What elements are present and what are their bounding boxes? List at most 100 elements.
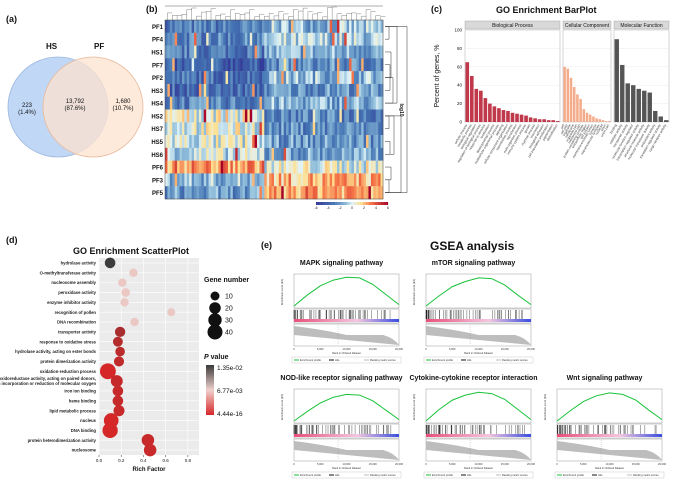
- gsea-plot: Enrichment score (ES)0 5,000 10,000 15,000 2…: [280, 273, 404, 364]
- heatmap-cell: [269, 45, 272, 59]
- heatmap-cell: [334, 186, 338, 200]
- heatmap-cell: [312, 83, 316, 97]
- heatmap-legend-swatch: [365, 202, 367, 205]
- heatmap-cell: [196, 71, 200, 85]
- heatmap-legend-swatch: [329, 202, 331, 205]
- heatmap-legend-swatch: [324, 202, 326, 205]
- heatmap-cell: [211, 32, 214, 46]
- heatmap-cell: [174, 45, 178, 59]
- heatmap-cell: [227, 20, 231, 33]
- heatmap-cell: [177, 83, 180, 97]
- heatmap-cell: [327, 20, 331, 33]
- heatmap-cell: [286, 96, 289, 110]
- heatmap-cell: [341, 135, 345, 149]
- heatmap-cell: [232, 83, 236, 97]
- heatmap-cell: [276, 20, 280, 33]
- heatmap-cell: [269, 160, 272, 174]
- heatmap-cell: [259, 45, 263, 59]
- heatmap-cell: [259, 32, 263, 46]
- heatmap-legend-swatch: [360, 202, 362, 205]
- heatmap-cell: [310, 58, 314, 72]
- heatmap-cell: [322, 122, 326, 136]
- heatmap-cell: [310, 20, 314, 33]
- heatmap-cell: [356, 45, 360, 59]
- heatmap-cell: [213, 147, 217, 161]
- heatmap-cell: [327, 109, 331, 123]
- heatmap-cell: [247, 32, 251, 46]
- heatmap-legend-swatch: [330, 202, 332, 205]
- heatmap-legend-swatch: [376, 202, 378, 205]
- color-legend-bar: [206, 365, 214, 415]
- scatter-term-label: with incorporation or reduction of molec…: [0, 381, 96, 386]
- heatmap-cell: [380, 147, 384, 161]
- heatmap-cell: [249, 45, 253, 59]
- heatmap-cell: [227, 186, 231, 200]
- heatmap-cell: [220, 96, 224, 110]
- heatmap-cell: [172, 147, 175, 161]
- heatmap-cell: [276, 83, 280, 97]
- heatmap-cell: [271, 147, 275, 161]
- heatmap-legend-swatch: [380, 202, 383, 205]
- heatmap-cell: [240, 71, 243, 85]
- heatmap-cell: [198, 20, 202, 33]
- heatmap-cell: [368, 20, 372, 33]
- heatmap-legend-swatch: [342, 202, 344, 205]
- heatmap-cell: [351, 160, 355, 174]
- heatmap-cell: [293, 147, 297, 161]
- heatmap-cell: [286, 122, 289, 136]
- heatmap-cell: [353, 122, 357, 136]
- gsea-xtick: 0: [293, 347, 295, 351]
- heatmap-cell: [254, 135, 258, 149]
- heatmap-cell: [283, 71, 287, 85]
- heatmap-legend-swatch: [366, 202, 368, 205]
- heatmap-cell: [215, 186, 219, 200]
- heatmap-cell: [237, 71, 241, 85]
- heatmap-cell: [361, 71, 364, 85]
- heatmap-cell: [257, 122, 260, 136]
- heatmap-row-label: PF5: [152, 191, 164, 197]
- gsea-pathway-title: NOD-like receptor signaling pathway: [280, 375, 403, 382]
- gsea-pathway-title: Cytokine-cytokine receptor interaction: [409, 375, 538, 382]
- heatmap-cell: [378, 186, 381, 200]
- heatmap-cell: [290, 173, 294, 187]
- heatmap-cell: [247, 173, 251, 187]
- bar: [533, 118, 537, 122]
- heatmap-cell: [332, 32, 335, 46]
- heatmap-cell: [341, 186, 345, 200]
- heatmap-cell: [225, 109, 229, 123]
- heatmap-cell: [223, 32, 226, 46]
- heatmap-cell: [298, 45, 301, 59]
- heatmap-cell: [240, 45, 243, 59]
- gsea-ranking-area: [294, 441, 399, 460]
- heatmap-cell: [230, 83, 234, 97]
- heatmap-cell: [298, 109, 301, 123]
- heatmap-row-label: HS3: [151, 89, 163, 95]
- heatmap-cell: [264, 147, 268, 161]
- heatmap-cell: [220, 160, 224, 174]
- heatmap-cell: [353, 173, 357, 187]
- heatmap-cell: [290, 20, 294, 33]
- gsea-xtick: 20,000: [395, 347, 403, 351]
- heatmap-cell: [201, 83, 205, 97]
- heatmap-cell: [278, 96, 282, 110]
- heatmap-cell: [223, 58, 226, 72]
- heatmap-cell: [336, 20, 340, 33]
- scatter-point: [99, 363, 116, 380]
- heatmap-cell: [281, 160, 284, 174]
- heatmap-cell: [254, 83, 258, 97]
- heatmap-cell: [247, 45, 251, 59]
- heatmap-cell: [346, 122, 350, 136]
- heatmap-cell: [358, 32, 362, 46]
- heatmap-cell: [215, 147, 219, 161]
- heatmap-cell: [218, 58, 222, 72]
- heatmap-cell: [274, 173, 277, 187]
- heatmap-cell: [274, 96, 277, 110]
- heatmap-cell: [293, 173, 297, 187]
- heatmap-cell: [167, 160, 171, 174]
- heatmap-cell: [283, 173, 287, 187]
- heatmap-cell: [322, 83, 326, 97]
- gsea-xtick: 0: [556, 462, 558, 466]
- heatmap-cell: [305, 109, 309, 123]
- heatmap-cell: [189, 45, 192, 59]
- heatmap-cell: [312, 186, 316, 200]
